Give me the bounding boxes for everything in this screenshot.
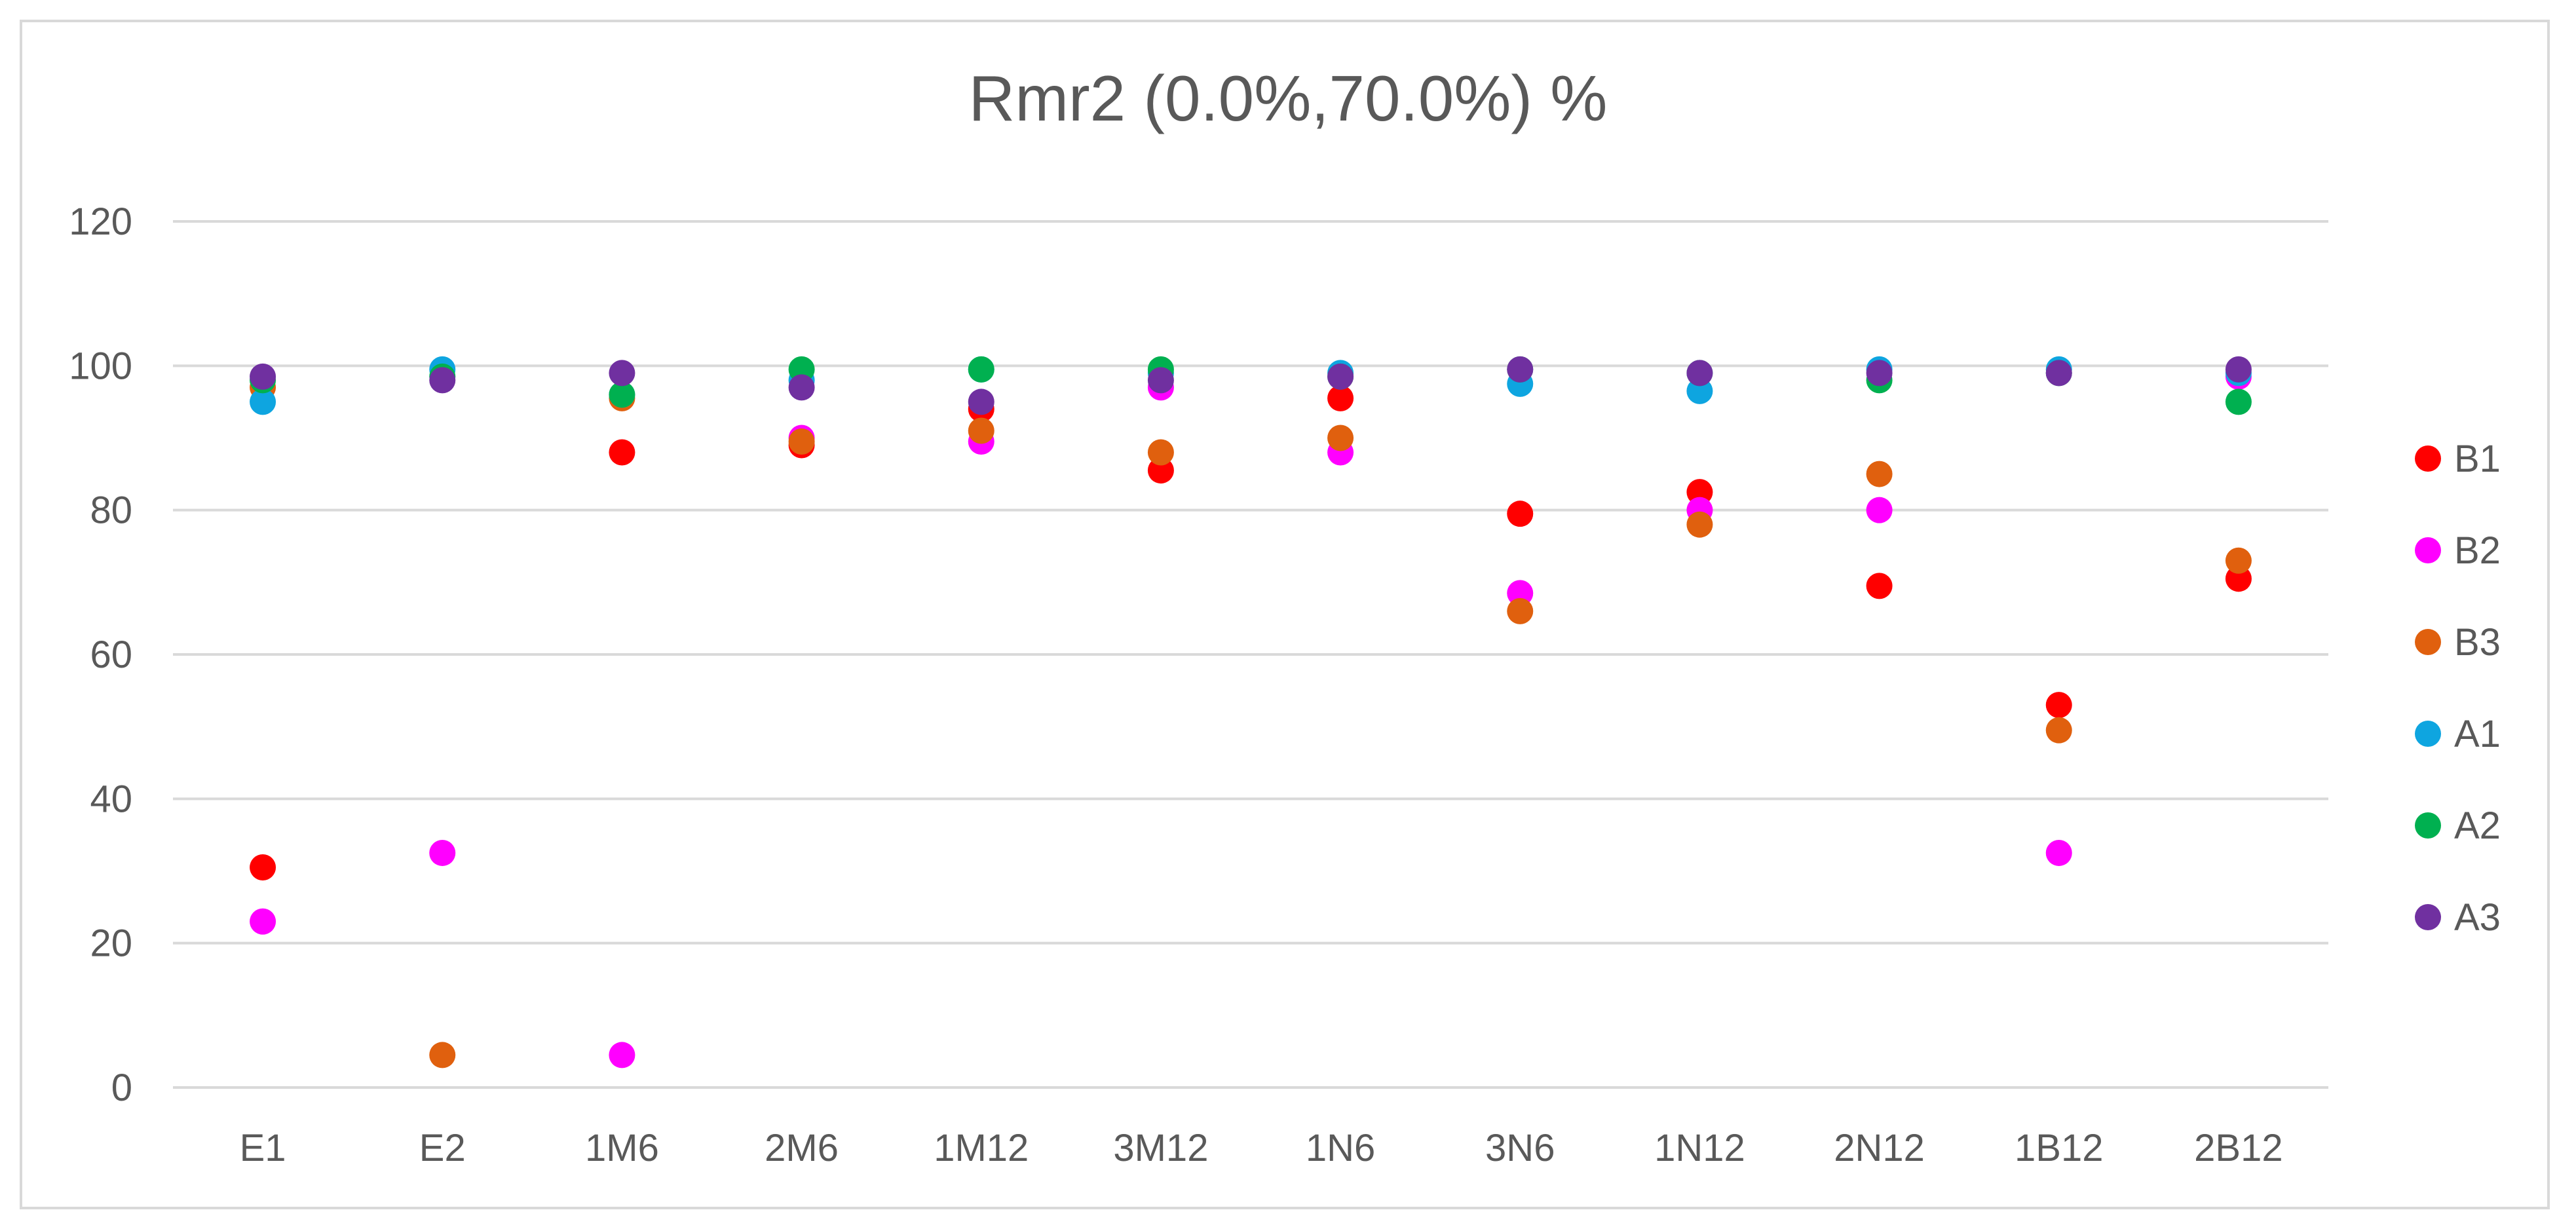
- x-tick-label: E2: [419, 1127, 466, 1169]
- data-point-b3: [2045, 717, 2072, 744]
- data-point-a3: [609, 360, 635, 387]
- legend-item-b3: B3: [2415, 621, 2501, 664]
- y-tick-label: 100: [69, 345, 132, 387]
- x-tick-label: 2M6: [765, 1127, 839, 1169]
- legend-marker: [2415, 721, 2441, 747]
- data-point-b3: [2225, 547, 2252, 574]
- data-point-a3: [1327, 363, 1354, 390]
- data-point-b2: [1866, 497, 1893, 523]
- data-point-a3: [2045, 360, 2072, 387]
- data-point-a3: [788, 374, 815, 401]
- data-point-b1: [2045, 692, 2072, 719]
- data-point-b3: [788, 428, 815, 455]
- x-tick-label: E1: [240, 1127, 286, 1169]
- data-point-a3: [1686, 360, 1713, 387]
- legend-marker: [2415, 812, 2441, 839]
- data-point-b2: [2045, 839, 2072, 866]
- data-point-a2: [2225, 388, 2252, 415]
- data-point-a2: [968, 356, 994, 383]
- y-axis-ticks: 0 20 40 60 80 100 120: [69, 200, 132, 1109]
- x-tick-label: 1M12: [934, 1127, 1029, 1169]
- data-point-b1: [1507, 501, 1534, 527]
- x-tick-label: 2N12: [1834, 1127, 1925, 1169]
- data-point-a3: [1507, 356, 1534, 383]
- data-point-a1: [250, 388, 276, 415]
- chart-svg: Rmr2 (0.0%,70.0%) % 0 20 40 60 80 100 120 E1 E2…: [69, 62, 2501, 1169]
- x-tick-label: 3M12: [1113, 1127, 1208, 1169]
- legend-item-a2: A2: [2415, 804, 2501, 847]
- x-tick-label: 1M6: [585, 1127, 659, 1169]
- data-point-b2: [609, 1042, 635, 1068]
- legend-label: B2: [2454, 529, 2501, 572]
- data-point-b3: [1327, 425, 1354, 451]
- data-point-b2: [429, 839, 456, 866]
- legend-label: B1: [2454, 438, 2501, 480]
- data-point-b3: [429, 1042, 456, 1068]
- legend-marker: [2415, 537, 2441, 563]
- data-point-a3: [1866, 360, 1893, 387]
- data-point-b3: [1866, 461, 1893, 487]
- data-point-b3: [1147, 439, 1174, 466]
- data-point-b1: [250, 854, 276, 880]
- data-point-a3: [1147, 367, 1174, 394]
- y-tick-label: 40: [90, 778, 132, 820]
- data-points: [250, 356, 2252, 1068]
- legend-marker: [2415, 629, 2441, 655]
- legend: B1 B2 B3 A1 A2 A3: [2415, 438, 2501, 939]
- data-point-a2: [788, 356, 815, 383]
- x-tick-label: 3N6: [1485, 1127, 1555, 1169]
- data-point-a3: [2225, 356, 2252, 383]
- x-tick-label: 1N12: [1654, 1127, 1745, 1169]
- legend-label: A2: [2454, 804, 2501, 847]
- x-axis-ticks: E1 E2 1M6 2M6 1M12 3M12 1N6 3N6 1N12 2N12 1B12 2B12: [240, 1127, 2283, 1169]
- legend-item-a3: A3: [2415, 896, 2501, 939]
- y-tick-label: 120: [69, 200, 132, 243]
- data-point-a3: [968, 388, 994, 415]
- y-tick-label: 80: [90, 489, 132, 532]
- data-point-b1: [1866, 573, 1893, 599]
- data-point-a2: [609, 381, 635, 408]
- chart-frame: Rmr2 (0.0%,70.0%) % 0 20 40 60 80 100 120 E1 E2…: [20, 20, 2550, 1209]
- data-point-b3: [1686, 511, 1713, 538]
- data-point-b1: [1327, 385, 1354, 411]
- legend-item-b2: B2: [2415, 529, 2501, 572]
- legend-label: A3: [2454, 896, 2501, 939]
- x-tick-label: 2B12: [2194, 1127, 2282, 1169]
- data-point-a1: [1686, 377, 1713, 404]
- data-point-b1: [609, 439, 635, 466]
- data-point-b1: [2225, 565, 2252, 592]
- grid-layer: [173, 220, 2328, 1089]
- legend-label: A1: [2454, 713, 2501, 755]
- data-point-b2: [250, 908, 276, 935]
- data-point-b2: [1507, 580, 1534, 607]
- data-point-b1: [1686, 479, 1713, 506]
- data-point-b3: [968, 417, 994, 444]
- y-tick-label: 0: [111, 1067, 132, 1109]
- legend-label: B3: [2454, 621, 2501, 664]
- x-tick-label: 1N6: [1306, 1127, 1375, 1169]
- data-point-a3: [250, 363, 276, 390]
- x-tick-label: 1B12: [2015, 1127, 2103, 1169]
- legend-marker: [2415, 904, 2441, 930]
- y-tick-label: 20: [90, 922, 132, 965]
- chart-title: Rmr2 (0.0%,70.0%) %: [969, 62, 1608, 134]
- y-tick-label: 60: [90, 633, 132, 676]
- data-point-b1: [1147, 457, 1174, 484]
- legend-item-a1: A1: [2415, 713, 2501, 755]
- data-point-b3: [1507, 597, 1534, 624]
- legend-item-b1: B1: [2415, 438, 2501, 480]
- legend-marker: [2415, 445, 2441, 472]
- data-point-a3: [429, 367, 456, 394]
